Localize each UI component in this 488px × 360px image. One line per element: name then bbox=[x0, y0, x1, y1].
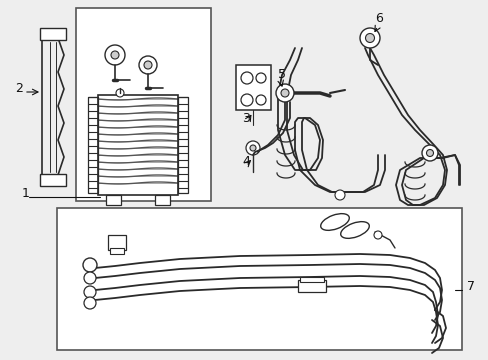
Circle shape bbox=[256, 73, 265, 83]
Text: 5: 5 bbox=[278, 68, 285, 81]
Ellipse shape bbox=[320, 213, 348, 230]
Bar bbox=[155, 195, 170, 205]
Circle shape bbox=[83, 258, 97, 272]
Circle shape bbox=[421, 145, 437, 161]
Bar bbox=[299, 277, 324, 282]
Bar bbox=[236, 65, 270, 110]
Circle shape bbox=[245, 141, 260, 155]
Ellipse shape bbox=[340, 222, 368, 238]
Bar bbox=[98, 95, 178, 195]
Circle shape bbox=[84, 286, 96, 298]
Circle shape bbox=[373, 231, 381, 239]
Circle shape bbox=[111, 51, 119, 59]
Bar bbox=[108, 235, 126, 250]
Text: 1: 1 bbox=[22, 187, 30, 200]
Circle shape bbox=[249, 145, 256, 151]
Bar bbox=[40, 174, 66, 186]
Bar bbox=[76, 8, 210, 201]
Bar bbox=[297, 280, 325, 292]
Circle shape bbox=[334, 190, 345, 200]
Circle shape bbox=[241, 72, 252, 84]
Bar bbox=[110, 248, 124, 254]
Bar bbox=[57, 208, 461, 350]
Circle shape bbox=[84, 297, 96, 309]
Circle shape bbox=[359, 28, 379, 48]
Circle shape bbox=[281, 89, 288, 97]
Bar bbox=[88, 97, 98, 193]
Circle shape bbox=[256, 95, 265, 105]
Text: 3: 3 bbox=[242, 112, 249, 125]
Circle shape bbox=[426, 149, 433, 157]
Text: 4: 4 bbox=[242, 155, 249, 168]
Circle shape bbox=[105, 45, 125, 65]
Circle shape bbox=[143, 61, 152, 69]
Bar bbox=[40, 28, 66, 40]
Text: 6: 6 bbox=[374, 12, 382, 25]
Circle shape bbox=[116, 89, 124, 97]
Circle shape bbox=[365, 33, 374, 42]
Circle shape bbox=[275, 84, 293, 102]
Bar bbox=[106, 195, 121, 205]
Circle shape bbox=[241, 94, 252, 106]
Text: 7: 7 bbox=[466, 280, 474, 293]
Text: 2: 2 bbox=[15, 82, 23, 95]
Circle shape bbox=[139, 56, 157, 74]
Bar bbox=[178, 97, 187, 193]
Circle shape bbox=[84, 272, 96, 284]
